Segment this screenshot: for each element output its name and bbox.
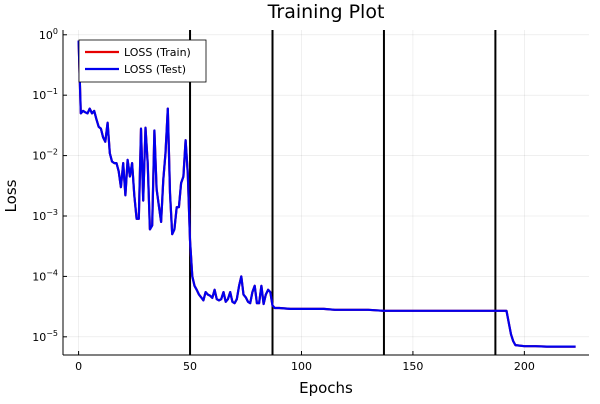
x-tick-label: 50 <box>183 360 197 373</box>
y-tick-label: 10−1 <box>32 87 58 102</box>
y-tick-label: 10−3 <box>32 208 58 223</box>
x-tick-label: 150 <box>402 360 423 373</box>
x-tick-label: 100 <box>291 360 312 373</box>
legend-label-test: LOSS (Test) <box>124 63 186 76</box>
series-lines <box>77 40 576 348</box>
grid <box>63 30 589 355</box>
series-line-test <box>77 40 576 348</box>
x-tick-label: 200 <box>514 360 535 373</box>
y-tick-label: 100 <box>39 27 58 42</box>
x-tick-label: 0 <box>75 360 82 373</box>
y-tick-label: 10−5 <box>32 329 58 344</box>
axes <box>62 30 589 356</box>
x-axis-label: Epochs <box>299 379 353 397</box>
legend-label-train: LOSS (Train) <box>124 46 191 59</box>
y-axis-label: Loss <box>2 179 20 212</box>
chart-title: Training Plot <box>267 1 385 23</box>
legend: LOSS (Train) LOSS (Test) <box>78 39 207 83</box>
legend-box <box>78 39 207 83</box>
y-tick-label: 10−2 <box>32 148 58 163</box>
tick-labels: 0 50 100 150 200 10−5 10−4 10−3 10−2 10−1 100 <box>32 27 535 373</box>
vertical-markers <box>189 30 497 355</box>
y-tick-label: 10−4 <box>32 268 58 283</box>
